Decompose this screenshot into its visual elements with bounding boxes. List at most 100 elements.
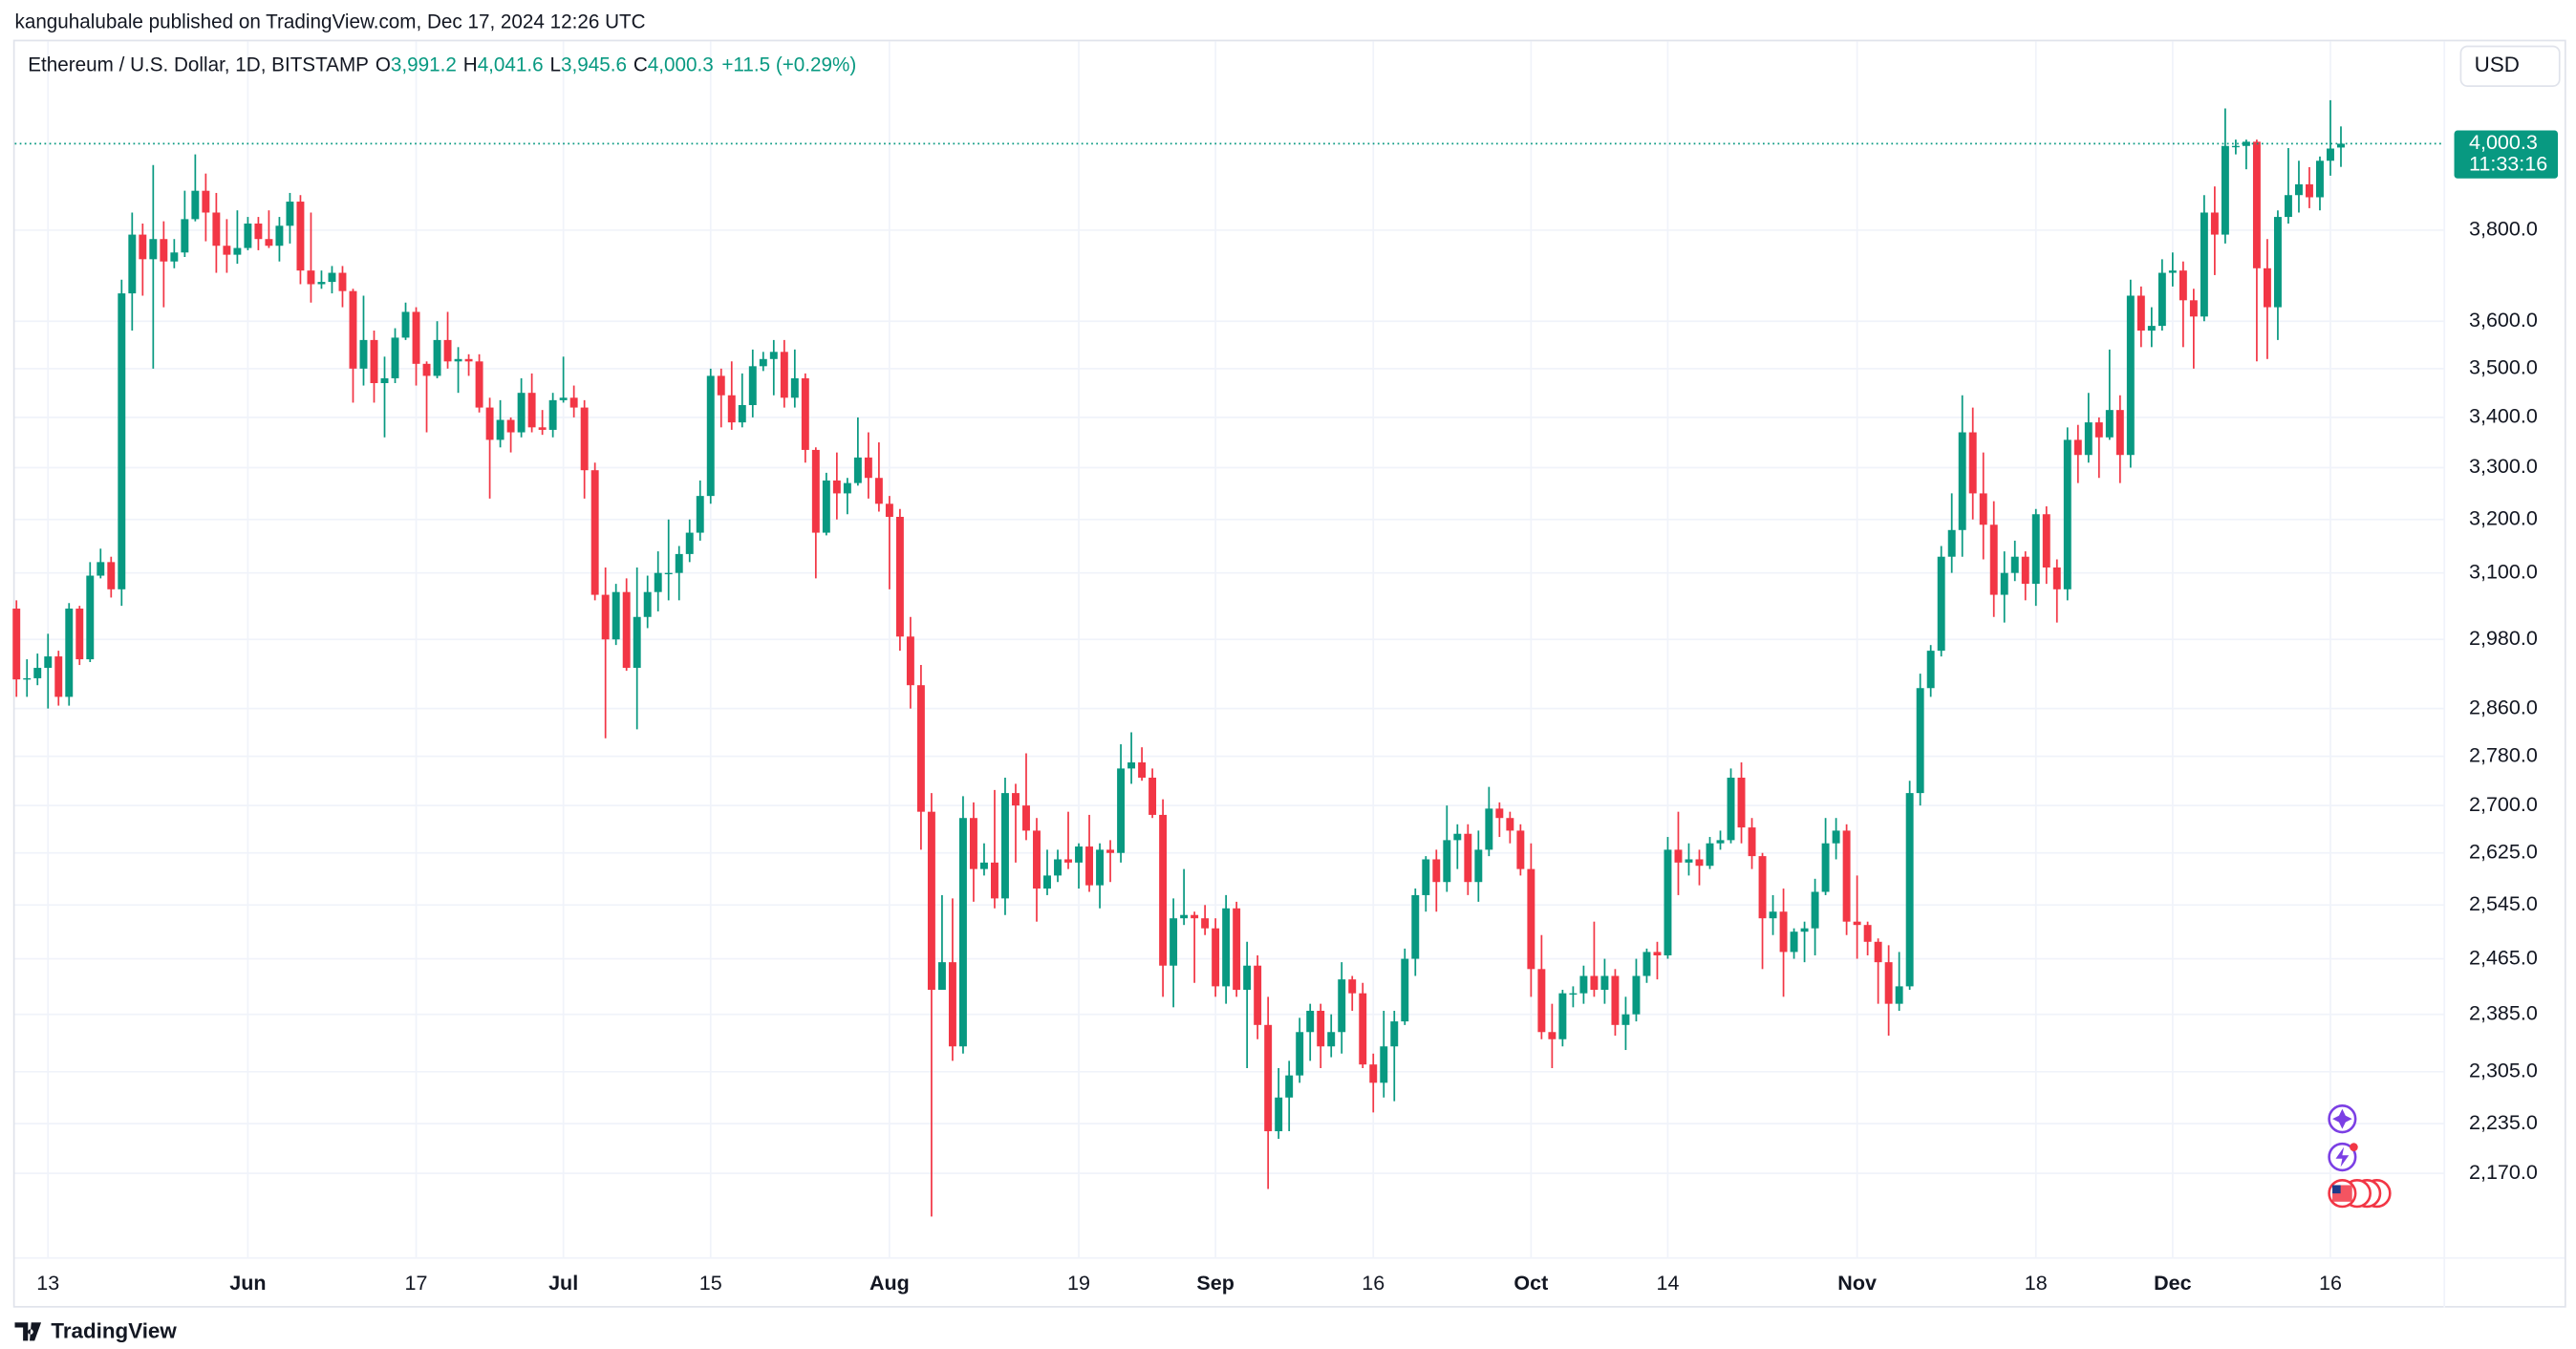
y-tick-label: 2,700.0 <box>2469 792 2538 816</box>
candle-body <box>1800 928 1809 932</box>
candles <box>12 99 2345 1217</box>
candle-body <box>1790 931 1798 953</box>
candle-body <box>1012 793 1020 806</box>
candle-body <box>2084 422 2093 456</box>
candle-body <box>1958 432 1966 530</box>
candle-body <box>1401 958 1409 1022</box>
candle-body <box>2231 145 2240 148</box>
candle-body <box>2252 141 2261 268</box>
candle-body <box>118 293 126 589</box>
candle-body <box>202 190 210 213</box>
candle-body <box>927 811 935 991</box>
candle-body <box>1842 830 1851 922</box>
candle-body <box>958 818 967 1047</box>
candle-body <box>832 480 841 494</box>
candle-body <box>527 393 536 428</box>
brand: TradingView <box>51 1319 177 1343</box>
candle-body <box>1905 793 1914 987</box>
candle-body <box>1642 952 1651 976</box>
candle-body <box>1863 925 1872 942</box>
candle-body <box>1716 840 1725 844</box>
candle-body <box>517 393 526 433</box>
candle-body <box>475 361 483 408</box>
candle-body <box>538 427 547 430</box>
brand-logo: TradingView <box>14 1319 177 1343</box>
candle-body <box>937 962 946 991</box>
candle-body <box>717 375 725 396</box>
icon-bolt <box>2335 1146 2350 1167</box>
candle-body <box>1170 918 1178 966</box>
candle-body <box>2073 439 2082 456</box>
candle-body <box>485 407 494 440</box>
candle-body <box>2157 272 2166 327</box>
candle-body <box>1106 849 1115 853</box>
y-tick-label: 2,780.0 <box>2469 742 2538 766</box>
x-tick-label: 13 <box>36 1271 59 1295</box>
candle-body <box>139 234 147 260</box>
candle-body <box>1895 986 1903 1004</box>
candle-body <box>1380 1046 1388 1083</box>
candle-body <box>1926 651 1935 689</box>
candle-body <box>1632 975 1641 1015</box>
candle-body <box>496 419 504 440</box>
candle-body <box>223 246 231 255</box>
candle-body <box>380 377 389 384</box>
currency-button[interactable] <box>2459 45 2561 87</box>
candle-body <box>727 395 736 423</box>
candle-body <box>1937 556 1945 652</box>
candle-body <box>1590 975 1599 991</box>
candle-body <box>2094 422 2103 438</box>
candle-body <box>2179 270 2187 301</box>
y-tick-label: 2,625.0 <box>2469 839 2538 863</box>
candle-body <box>1075 846 1083 863</box>
candle-body <box>286 202 294 226</box>
currency[interactable]: USD <box>2475 53 2520 76</box>
indicator-icons <box>2328 1104 2392 1209</box>
candle-body <box>1811 891 1819 929</box>
candle-body <box>1338 979 1346 1033</box>
candle-body <box>1874 941 1882 963</box>
legend-key: L <box>550 54 561 76</box>
candle-body <box>1233 908 1241 991</box>
x-tick-label: Nov <box>1837 1271 1877 1295</box>
candle-body <box>874 478 883 504</box>
candle-body <box>1821 843 1830 892</box>
candle-body <box>2327 148 2334 161</box>
candle-body <box>864 457 872 479</box>
y-tick-label: 2,305.0 <box>2469 1058 2538 1081</box>
candle-body <box>422 363 431 376</box>
candle-body <box>1359 993 1367 1065</box>
candle-body <box>738 405 746 423</box>
candle-body <box>991 862 998 899</box>
candle-body <box>1495 808 1504 819</box>
y-tick-label: 3,800.0 <box>2469 217 2538 241</box>
y-tick-label: 2,465.0 <box>2469 945 2538 969</box>
x-tick-label: Jul <box>548 1271 578 1295</box>
candle-body <box>654 572 662 592</box>
x-tick-label: 18 <box>2025 1271 2048 1295</box>
countdown: 11:33:16 <box>2469 152 2547 176</box>
y-tick-label: 3,300.0 <box>2469 454 2538 478</box>
y-tick-label: 2,170.0 <box>2469 1160 2538 1184</box>
candle-body <box>1968 432 1977 494</box>
candle-body <box>1138 762 1147 778</box>
last-price-label: 4,000.3 <box>2469 130 2538 154</box>
candle-body <box>1853 921 1861 926</box>
candle-body <box>391 337 399 378</box>
candle-body <box>1022 805 1030 831</box>
candle-body <box>1043 875 1051 889</box>
candle-body <box>149 239 158 260</box>
candle-body <box>1191 914 1199 919</box>
candle-body <box>1611 975 1620 1025</box>
candle-body <box>2305 183 2313 198</box>
candle-body <box>1674 849 1683 863</box>
candle-body <box>612 591 620 640</box>
candle-body <box>2316 161 2324 198</box>
candle-body <box>54 656 63 697</box>
candle-body <box>1327 1032 1336 1047</box>
candle-body <box>1464 833 1472 883</box>
legend-value: 3,991.2 <box>391 54 457 76</box>
candle-body <box>811 449 820 533</box>
